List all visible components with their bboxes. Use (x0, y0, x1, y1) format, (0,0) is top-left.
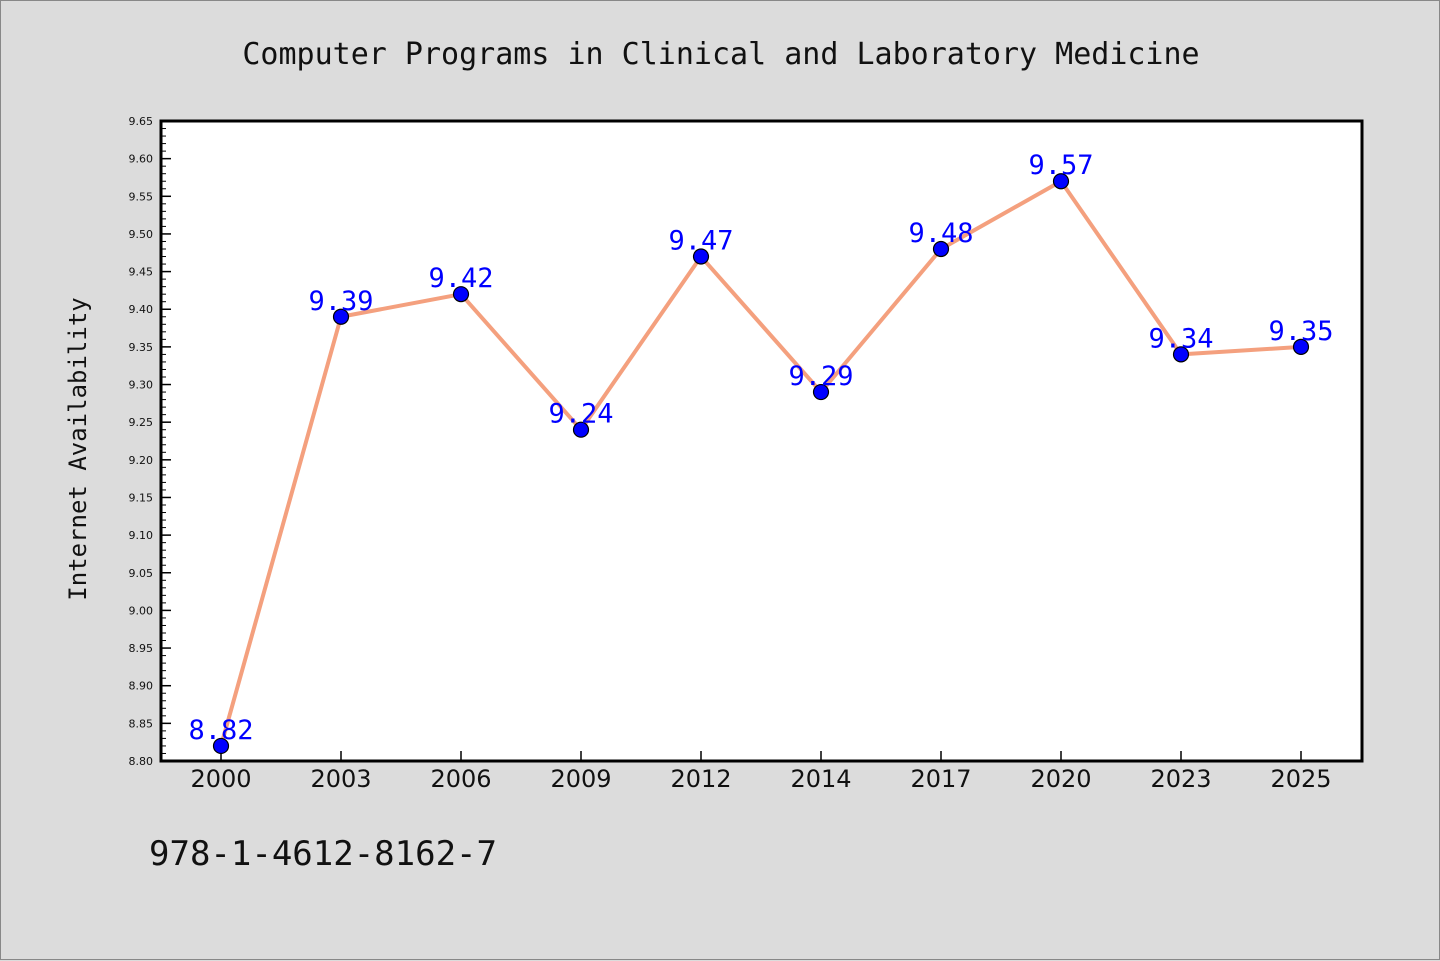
data-point (572, 421, 590, 438)
data-label: 9.29 (788, 361, 853, 392)
x-tick-label: 2003 (310, 765, 371, 793)
data-point (332, 308, 350, 325)
x-tick-label: 2023 (1150, 765, 1211, 793)
chart-title: Computer Programs in Clinical and Labora… (242, 37, 1199, 72)
y-axis-label: Internet Availability (64, 297, 92, 600)
x-tick-label: 2000 (190, 765, 251, 793)
data-point (692, 248, 710, 265)
y-tick-label: 9.00 (129, 604, 154, 617)
y-tick-label: 9.25 (129, 416, 154, 429)
data-point (452, 286, 470, 303)
x-tick-label: 2012 (670, 765, 731, 793)
data-label: 9.48 (908, 218, 973, 249)
data-label: 8.82 (188, 715, 253, 746)
x-tick-label: 2006 (430, 765, 491, 793)
x-tick-label: 2020 (1030, 765, 1091, 793)
x-tick-label: 2025 (1270, 765, 1331, 793)
data-label: 9.34 (1148, 323, 1213, 354)
y-tick-label: 9.35 (129, 341, 154, 354)
plot-border (159, 119, 1364, 763)
data-label: 9.47 (668, 226, 733, 257)
data-point (1172, 346, 1190, 363)
data-label: 9.35 (1268, 316, 1333, 347)
y-tick-label: 9.30 (129, 379, 154, 392)
y-tick-label: 9.20 (129, 454, 154, 467)
isbn-text: 978-1-4612-8162-7 (149, 834, 497, 874)
y-tick-label: 8.95 (129, 642, 154, 655)
data-point (1052, 173, 1070, 190)
y-tick-label: 8.80 (129, 755, 154, 768)
x-tick-label: 2014 (790, 765, 851, 793)
data-labels: 8.82 9.39 9.42 9.24 9.47 9.29 9.48 9.57 9.34 9.35 (188, 150, 1333, 746)
data-point (932, 240, 950, 258)
y-tick-label: 8.85 (129, 717, 154, 730)
x-axis-ticks: 2000 2003 2006 2009 2012 2014 2017 2020 2023 2025 (190, 751, 1332, 793)
data-point (1292, 338, 1310, 355)
data-label: 9.42 (428, 263, 493, 294)
y-tick-label: 8.90 (129, 680, 154, 693)
data-label: 9.24 (548, 399, 613, 430)
x-tick-label: 2009 (550, 765, 611, 793)
y-tick-label: 9.55 (129, 190, 154, 203)
series-markers (212, 173, 1310, 755)
data-label: 9.57 (1028, 150, 1093, 181)
plot-area (161, 121, 1362, 761)
y-tick-label: 9.60 (129, 153, 154, 166)
y-tick-label: 9.05 (129, 567, 154, 580)
y-tick-label: 9.65 (129, 115, 154, 128)
data-point (212, 737, 230, 755)
y-tick-label: 9.15 (129, 491, 154, 504)
series-line (219, 179, 1302, 747)
y-tick-label: 9.10 (129, 529, 154, 542)
y-tick-label: 9.50 (129, 228, 154, 241)
y-tick-label: 9.40 (129, 303, 154, 316)
y-tick-label: 9.45 (129, 266, 154, 279)
data-point (812, 383, 830, 401)
x-tick-label: 2017 (910, 765, 971, 793)
y-axis-ticks: 8.80 8.85 8.90 8.95 9.00 9.05 9.10 9.15 9.20 9.25… (129, 115, 171, 768)
data-label: 9.39 (308, 286, 373, 317)
